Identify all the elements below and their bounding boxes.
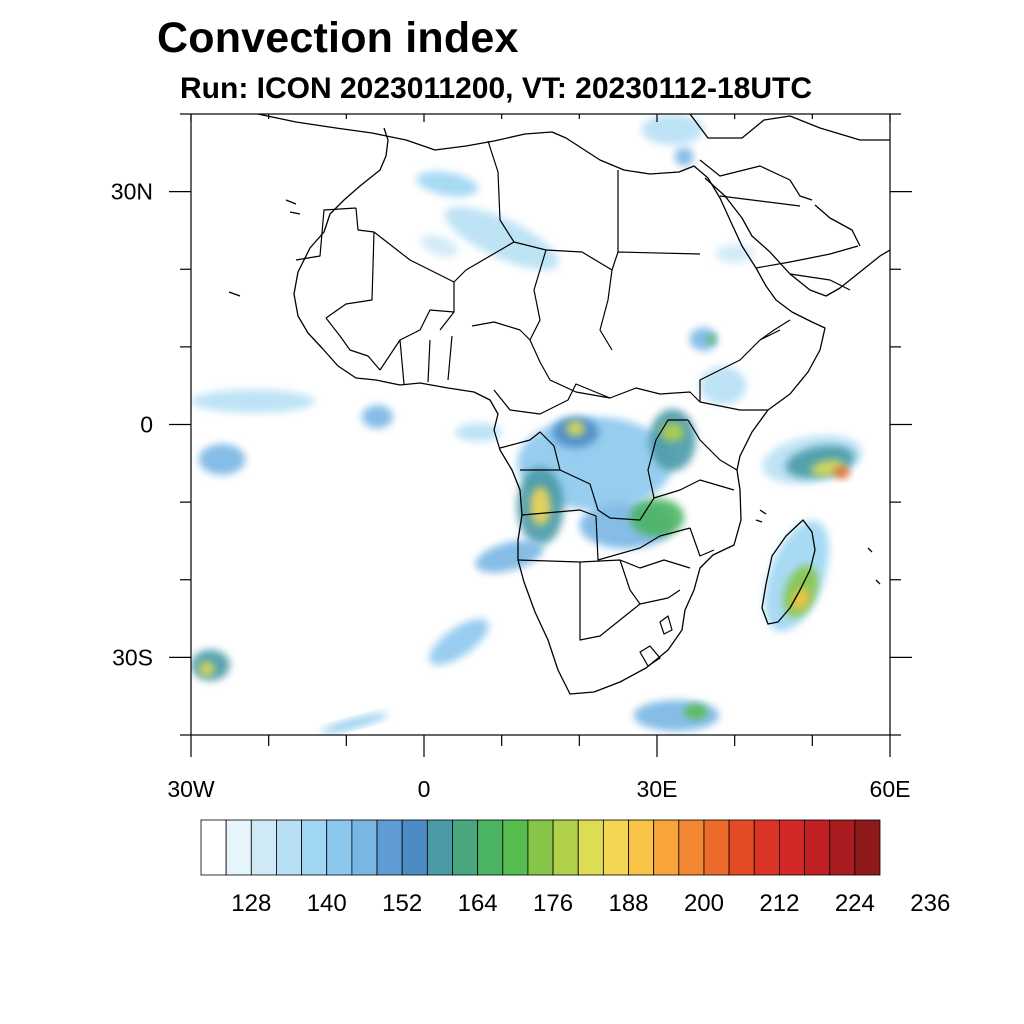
lat-tick-label: 30N bbox=[111, 179, 153, 205]
colorbar-labels: 128 140 152 164 176 188 200 212 224 236 bbox=[231, 890, 950, 917]
colorbar-swatch bbox=[629, 820, 654, 875]
southern-africa-borders bbox=[518, 560, 690, 666]
colorbar-label: 176 bbox=[533, 890, 573, 917]
colorbar-label: 128 bbox=[231, 890, 271, 917]
colorbar-swatch bbox=[276, 820, 301, 875]
colorbar-swatch bbox=[251, 820, 276, 875]
colorbar-label: 236 bbox=[910, 890, 950, 917]
colorbar-swatch bbox=[805, 820, 830, 875]
colorbar-swatch bbox=[754, 820, 779, 875]
colorbar-swatch bbox=[201, 820, 226, 875]
colorbar-swatch bbox=[352, 820, 377, 875]
convection-blob bbox=[199, 661, 215, 677]
colorbar-label: 140 bbox=[307, 890, 347, 917]
lon-tick-label: 0 bbox=[418, 776, 431, 802]
convection-blob bbox=[566, 421, 585, 437]
colorbar-swatch bbox=[855, 820, 880, 875]
lon-tick-label: 30W bbox=[167, 776, 215, 802]
colorbar-label: 152 bbox=[382, 890, 422, 917]
colorbar-label: 200 bbox=[684, 890, 724, 917]
colorbar-swatch bbox=[528, 820, 553, 875]
convection-blob bbox=[530, 487, 550, 526]
convection-blob bbox=[415, 167, 480, 201]
convection-blob bbox=[700, 366, 747, 405]
convection-blob bbox=[634, 700, 719, 731]
convection-blob bbox=[675, 147, 694, 166]
convection-field bbox=[191, 114, 866, 737]
convection-blob bbox=[362, 405, 393, 428]
convection-index-map: 30W 0 30E 60E 30N 0 30S 128 140 152 164 176 188 200 2… bbox=[0, 0, 1024, 1024]
colorbar-swatch bbox=[402, 820, 427, 875]
middle-east-borders bbox=[700, 160, 858, 290]
convection-blob bbox=[834, 466, 850, 478]
colorbar-swatch bbox=[302, 820, 327, 875]
colorbar-swatch bbox=[679, 820, 704, 875]
colorbar-label: 164 bbox=[458, 890, 498, 917]
colorbar-swatch bbox=[654, 820, 679, 875]
convection-blob bbox=[715, 244, 754, 263]
colorbar-swatch bbox=[704, 820, 729, 875]
convection-blob bbox=[707, 334, 716, 343]
convection-blob bbox=[199, 444, 246, 475]
plot-frame bbox=[191, 114, 890, 735]
colorbar-swatch bbox=[603, 820, 628, 875]
colorbar-label: 188 bbox=[608, 890, 648, 917]
lat-tick-label: 0 bbox=[140, 412, 153, 438]
colorbar-swatch bbox=[226, 820, 251, 875]
colorbar-swatch bbox=[578, 820, 603, 875]
convection-blob bbox=[437, 194, 566, 282]
lat-tick-label: 30S bbox=[112, 644, 153, 670]
convection-blob bbox=[422, 610, 495, 673]
colorbar-swatch bbox=[377, 820, 402, 875]
colorbar-swatch bbox=[779, 820, 804, 875]
axis-tick-labels: 30W 0 30E 60E 30N 0 30S bbox=[111, 179, 911, 802]
colorbar-swatch bbox=[503, 820, 528, 875]
colorbar-label: 224 bbox=[835, 890, 875, 917]
colorbar-swatch bbox=[427, 820, 452, 875]
africa-coastline bbox=[258, 114, 825, 694]
colorbar-swatch bbox=[830, 820, 855, 875]
convection-blob bbox=[418, 231, 461, 262]
colorbar-label: 212 bbox=[759, 890, 799, 917]
west-africa-borders bbox=[326, 310, 700, 402]
colorbar-swatch bbox=[452, 820, 477, 875]
convection-blob bbox=[319, 710, 389, 737]
colorbar-swatch bbox=[729, 820, 754, 875]
lon-tick-label: 60E bbox=[870, 776, 911, 802]
colorbar-swatch bbox=[327, 820, 352, 875]
colorbar-swatch bbox=[553, 820, 578, 875]
convection-blob bbox=[191, 390, 315, 413]
lon-tick-label: 30E bbox=[637, 776, 678, 802]
colorbar-swatch bbox=[478, 820, 503, 875]
convection-blob bbox=[684, 704, 707, 720]
colorbar bbox=[201, 820, 880, 875]
